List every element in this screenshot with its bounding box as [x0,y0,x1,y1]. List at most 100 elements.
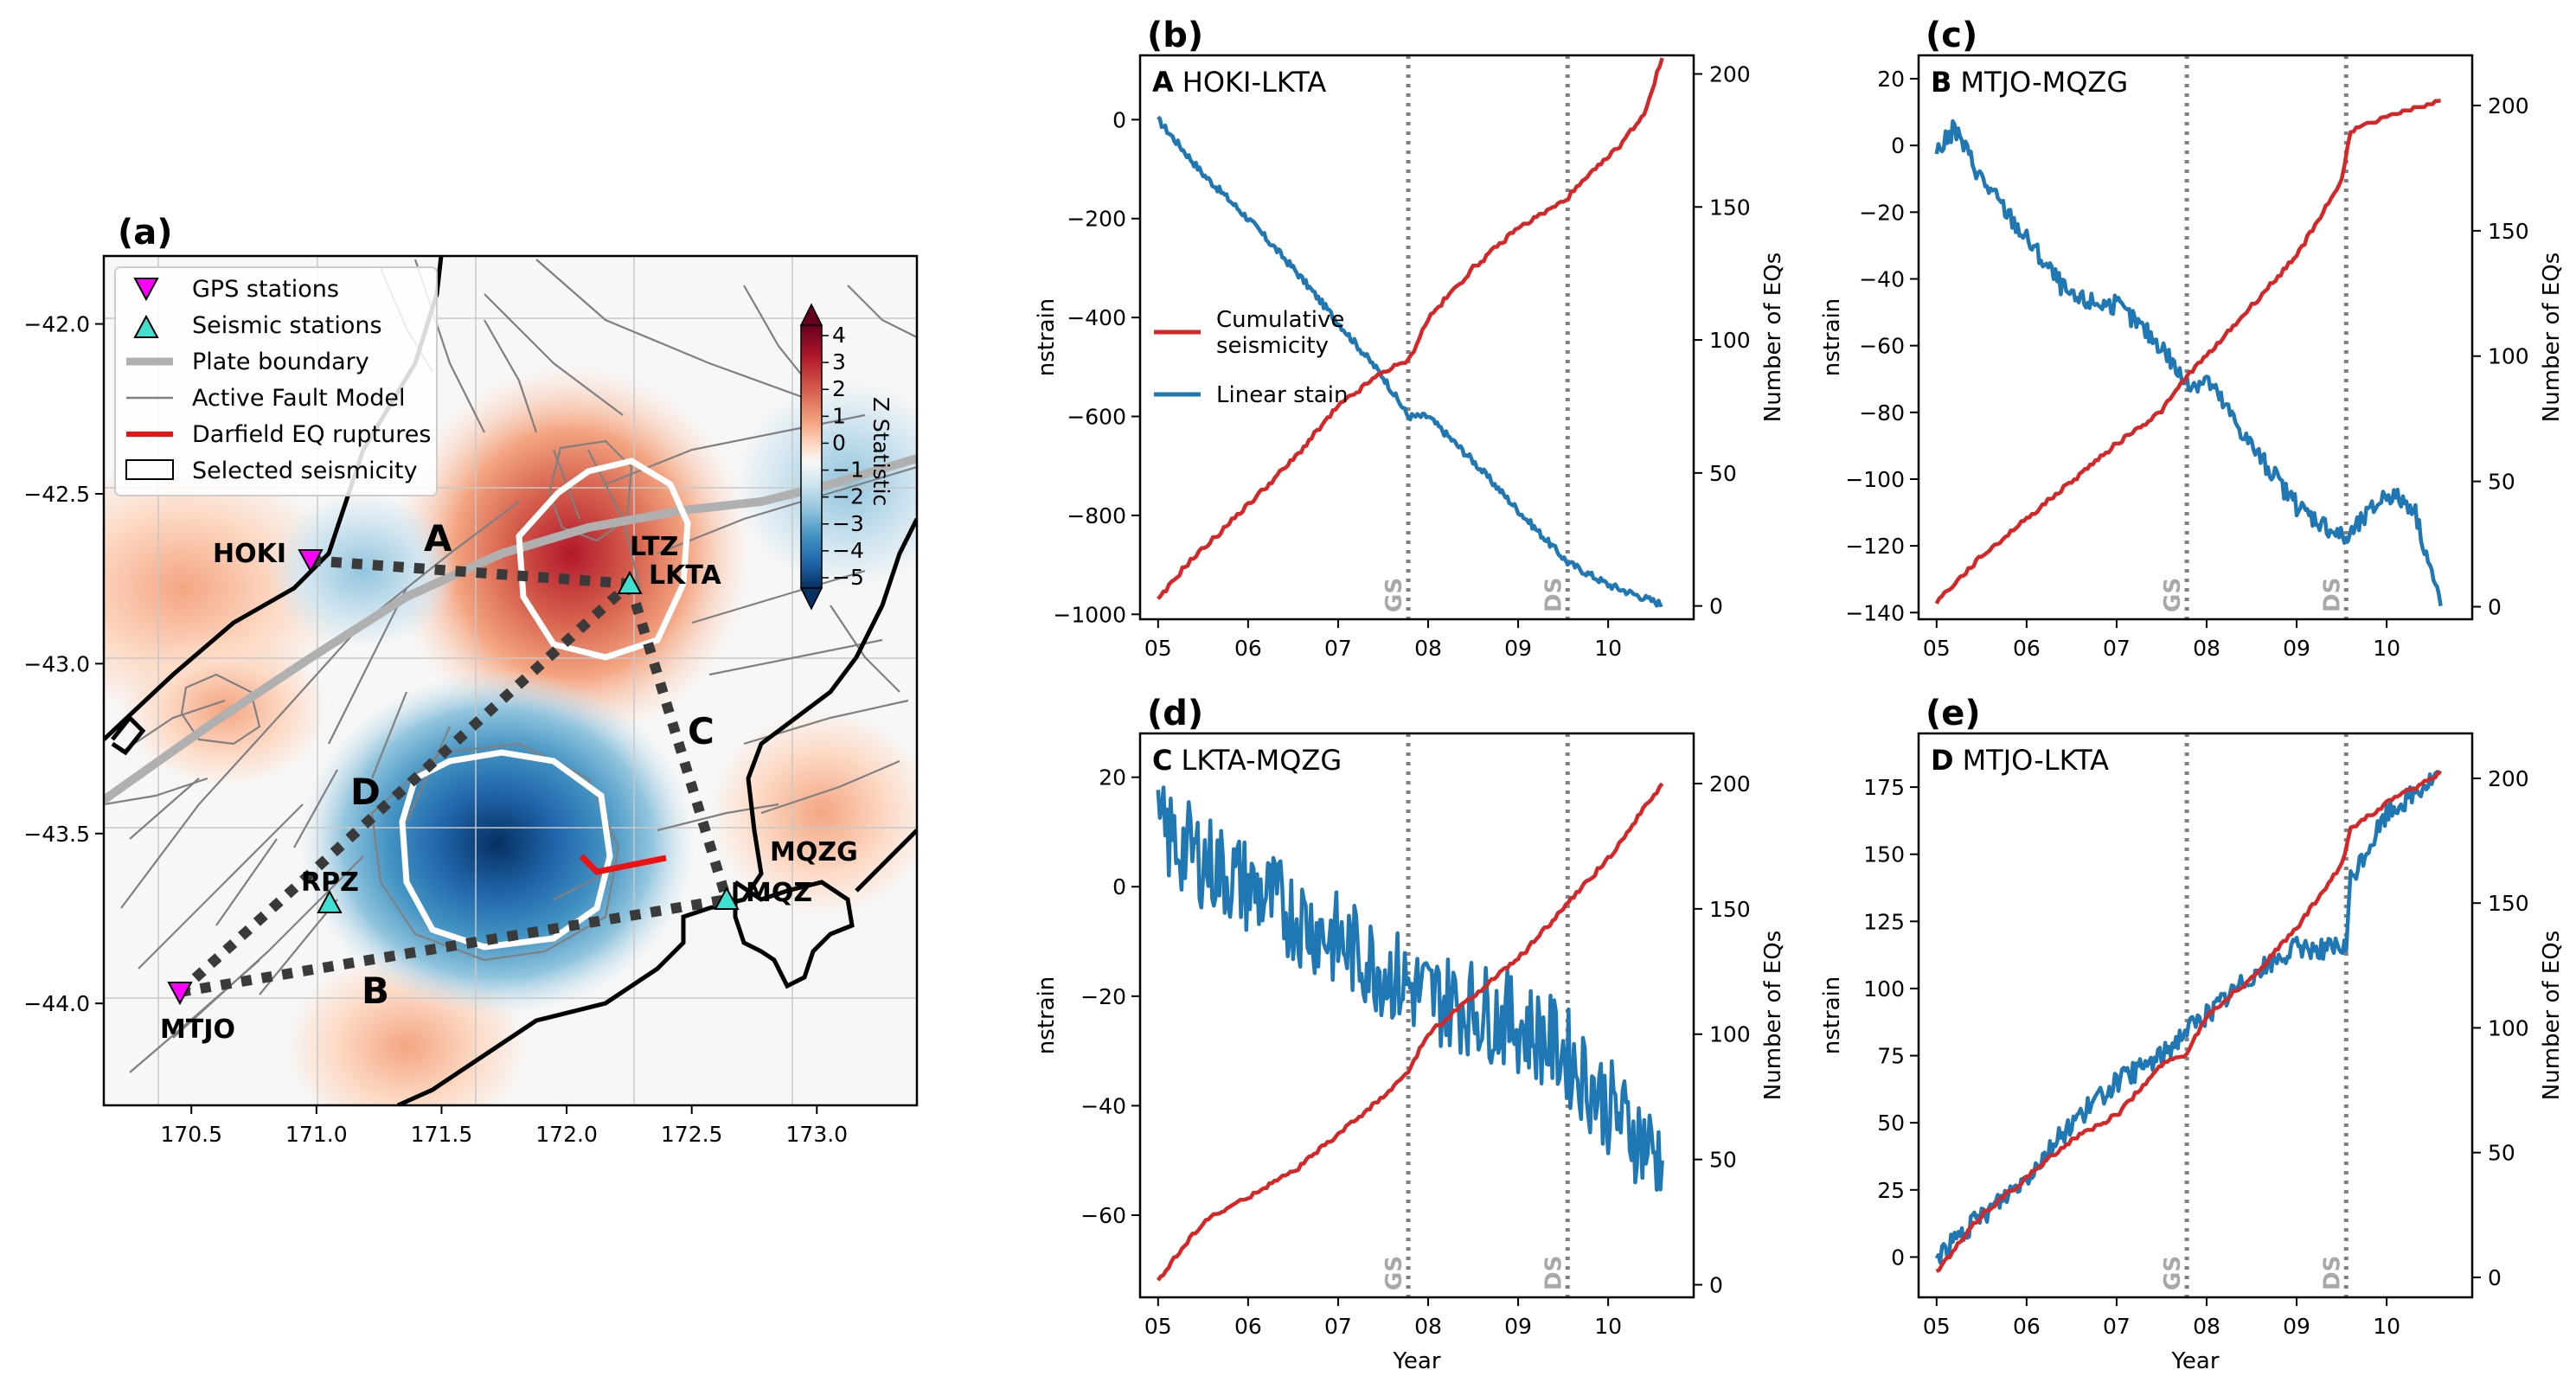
baseline-label-D: D [350,771,381,813]
seismic-station-ltz-icon [617,570,643,594]
strain-series-line [1156,785,1664,1192]
plot-area [1140,55,1694,619]
panel-title: (b) [1147,16,1203,55]
baseline-label-C: C [688,710,714,752]
legend-gps-icon [133,278,159,302]
y-tick-label: −100 [1845,467,1905,492]
panel-title: (c) [1926,16,1977,55]
seismic-station-mqz-icon [714,886,740,910]
x-tick-label: 09 [2283,636,2310,661]
baseline-panel-label: D MTJO-LKTA [1931,744,2109,777]
y2-tick-label: 100 [2488,344,2529,369]
colorbar-bottom-arrow-icon [799,587,823,611]
y2-tick-label: 200 [2488,766,2529,791]
x-tick-label: 09 [1504,636,1532,661]
x-tick-label: 07 [2103,636,2131,661]
y2-tick-label: 50 [2488,470,2515,495]
y-tick-label: 0 [1891,133,1905,158]
plot-frame [1138,54,1695,621]
y-tick-label: −40 [1859,266,1905,291]
x-tick-label: 08 [2193,1314,2220,1339]
plate-boundary [104,454,917,804]
baseline-label-A: A [424,517,452,560]
x-tick-label: 10 [1594,1314,1622,1339]
event-label-gs: GS [2160,578,2186,612]
event-label-ds: DS [1541,1256,1567,1290]
legend-fault-label: Active Fault Model [192,385,406,412]
y2-tick-label: 0 [2488,595,2502,620]
legend-gps-label: GPS stations [192,276,339,303]
y2-axis-label: Number of EQs [2539,253,2565,422]
selected-seismicity [399,458,691,951]
x-tick-label: 05 [1144,1314,1172,1339]
baseline-panel-label: A HOKI-LKTA [1152,66,1326,99]
map-x-tick-label: 171.5 [411,1122,473,1147]
y-tick-label: 100 [1863,976,1905,1002]
panel-title: (d) [1147,694,1203,733]
map-x-tick-label: 171.0 [285,1122,348,1147]
map-y-tick-label: −44.0 [23,991,90,1016]
legend-seismicity-label: Cumulative seismicity [1216,307,1344,359]
y2-tick-label: 200 [2488,93,2529,118]
x-tick-label: 08 [2193,636,2220,661]
event-label-ds: DS [2319,1256,2345,1290]
y-tick-label: 20 [1099,765,1126,791]
event-label-ds: DS [1541,578,1567,612]
x-tick-label: 09 [2283,1314,2310,1339]
y2-tick-label: 50 [2488,1141,2515,1166]
x-tick-label: 07 [1324,1314,1352,1339]
legend-selected-label: Selected seismicity [192,458,418,484]
y-tick-label: −400 [1067,305,1126,330]
x-tick-label: 05 [1923,636,1951,661]
contour-blue-north [268,493,458,649]
y2-tick-label: 100 [2488,1015,2529,1040]
map-x-tick-label: 172.0 [535,1122,598,1147]
x-tick-label: 10 [1594,636,1622,661]
y-tick-label: 150 [1863,842,1905,867]
colorbar-tick-label: 1 [832,403,846,428]
contour-red-central [389,363,753,744]
y-tick-label: 0 [1891,1245,1905,1270]
colorbar-tick-label: −1 [832,458,864,483]
x-tick-label: 07 [1324,636,1352,661]
y-tick-label: −20 [1080,984,1126,1009]
colorbar-bar [800,324,823,589]
seismicity-series-line [1156,782,1664,1282]
y2-tick-label: 0 [2488,1265,2502,1290]
contour-blue-central [298,670,696,1016]
y-tick-label: −1000 [1053,602,1126,627]
colorbar-tick-label: 3 [832,349,846,374]
legend-strain-label: Linear stain [1216,382,1348,408]
y-axis-label: nstrain [1034,976,1060,1055]
station-label-ltz: LTZ [630,532,678,562]
station-label-mqzg: MQZG [770,837,858,867]
gps-station-hoki-icon [298,549,324,573]
y2-tick-label: 150 [2488,219,2529,244]
y2-tick-label: 0 [1709,1273,1723,1298]
map-panel: (a) [23,213,919,1147]
event-label-ds: DS [2319,578,2345,612]
baseline-letter: A [1152,66,1174,99]
y-tick-label: −140 [1845,600,1905,625]
seismicity-series-line [1157,57,1664,600]
y2-tick-label: 150 [2488,891,2529,916]
plot-frame [1138,732,1695,1299]
y-tick-label: 75 [1877,1044,1905,1069]
colorbar-tick-label: −4 [832,538,864,563]
x-axis-label: Year [1392,1348,1440,1374]
map-y-tick-label: −42.5 [23,482,90,507]
y-axis-label: nstrain [1034,298,1060,377]
baseline-D [176,579,634,996]
strain-series-line [1934,118,2443,606]
seismicity-series-line [1935,771,2442,1274]
x-tick-label: 07 [2103,1314,2131,1339]
y2-tick-label: 0 [1709,594,1723,619]
y-tick-label: −60 [1859,334,1905,359]
legend-plate-label: Plate boundary [192,349,369,375]
seismic-station-rpz-icon [317,889,343,913]
baseline-name: LKTA-MQZG [1181,744,1342,777]
